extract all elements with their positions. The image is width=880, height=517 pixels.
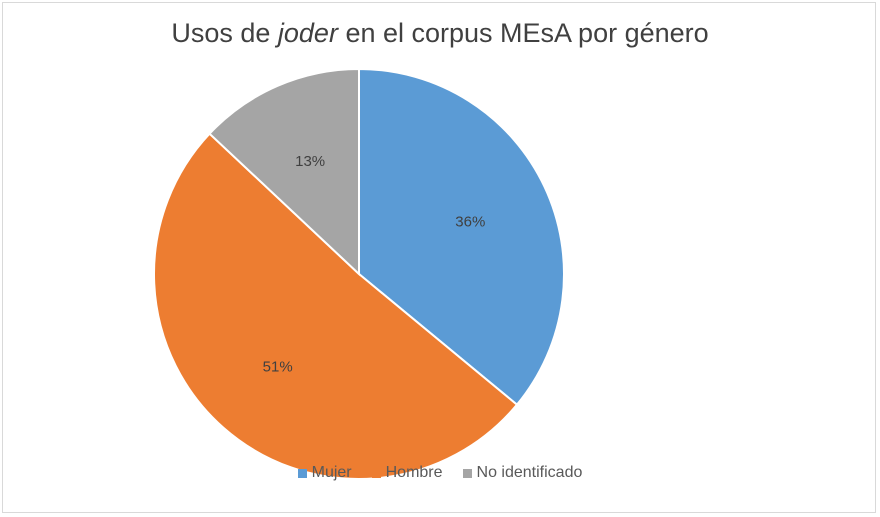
legend-item-no-identificado: No identificado — [462, 464, 583, 482]
pie-slice-mujer — [358, 67, 565, 407]
data-label-mujer: 36% — [455, 214, 485, 231]
legend: Mujer Hombre No identificado — [0, 464, 880, 482]
data-label-hombre: 51% — [263, 358, 293, 375]
legend-label-hombre: Hombre — [385, 464, 443, 481]
legend-swatch-hombre — [371, 468, 381, 478]
data-label-no-identificado: 13% — [295, 153, 325, 170]
legend-item-mujer: Mujer — [297, 464, 352, 482]
chart-title-prefix: Usos de — [171, 18, 278, 48]
legend-label-no-identificado: No identificado — [476, 464, 583, 481]
pie-slice-hombre — [153, 132, 519, 480]
chart-title-suffix: en el corpus MEsA por género — [337, 18, 709, 48]
pie-slice-no-identificado — [208, 67, 360, 277]
chart-title-italic: joder — [277, 18, 338, 48]
legend-label-mujer: Mujer — [311, 464, 352, 481]
legend-item-hombre: Hombre — [371, 464, 443, 482]
legend-swatch-no-identificado — [462, 468, 472, 478]
chart-title: Usos de joder en el corpus MEsA por géne… — [0, 18, 880, 49]
legend-swatch-mujer — [297, 468, 307, 478]
